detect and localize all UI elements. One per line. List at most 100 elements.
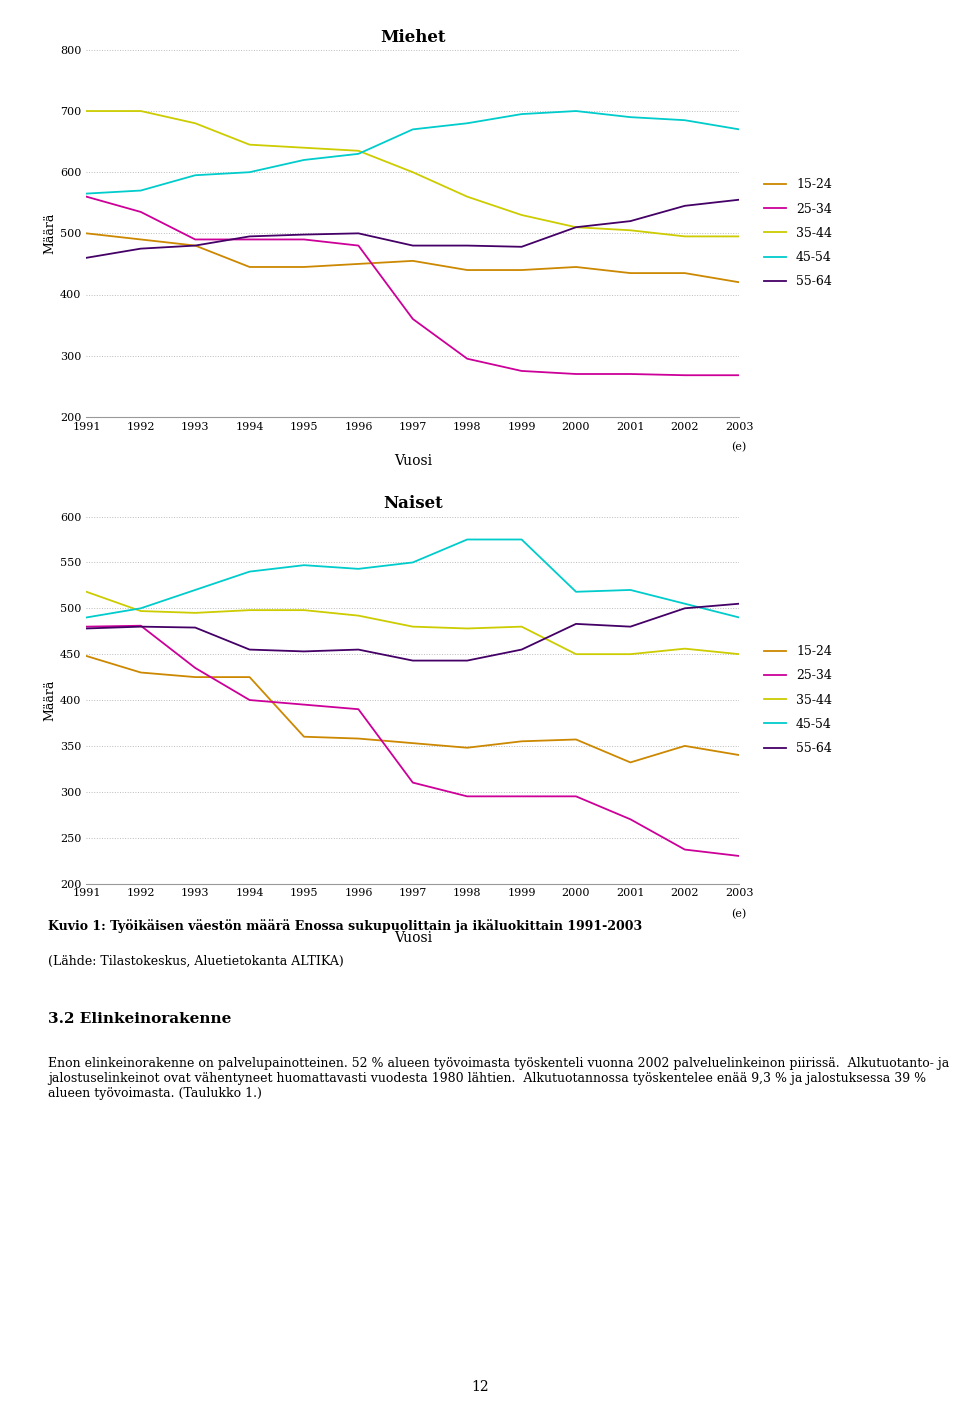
35-44 (462, 620, 473, 637)
55-64 (81, 620, 92, 637)
Text: (e): (e) (732, 909, 747, 919)
55-64 (679, 197, 690, 214)
15-24 (679, 265, 690, 282)
Line: 35-44: 35-44 (86, 591, 739, 654)
Legend: 15-24, 25-34, 35-44, 45-54, 55-64: 15-24, 25-34, 35-44, 45-54, 55-64 (758, 174, 837, 294)
35-44 (625, 646, 636, 663)
35-44 (516, 618, 527, 636)
15-24 (407, 735, 419, 752)
25-34 (407, 311, 419, 328)
55-64 (407, 653, 419, 670)
15-24 (299, 258, 310, 275)
15-24 (135, 664, 147, 681)
15-24 (81, 225, 92, 242)
25-34 (189, 231, 201, 248)
Title: Naiset: Naiset (383, 496, 443, 512)
35-44 (81, 583, 92, 600)
55-64 (679, 600, 690, 617)
35-44 (244, 601, 255, 618)
55-64 (516, 238, 527, 255)
35-44 (625, 222, 636, 239)
55-64 (189, 237, 201, 254)
Text: Vuosi: Vuosi (394, 931, 432, 945)
15-24 (244, 668, 255, 685)
55-64 (352, 225, 364, 242)
45-54 (244, 563, 255, 580)
25-34 (189, 660, 201, 677)
45-54 (352, 145, 364, 162)
35-44 (352, 142, 364, 160)
25-34 (625, 365, 636, 382)
45-54 (135, 182, 147, 200)
25-34 (733, 366, 745, 383)
45-54 (244, 164, 255, 181)
15-24 (407, 252, 419, 269)
45-54 (516, 532, 527, 549)
25-34 (244, 691, 255, 708)
25-34 (679, 841, 690, 858)
25-34 (462, 351, 473, 368)
25-34 (516, 788, 527, 805)
Line: 55-64: 55-64 (86, 604, 739, 661)
15-24 (625, 265, 636, 282)
Text: (e): (e) (732, 442, 747, 452)
55-64 (407, 237, 419, 254)
25-34 (135, 617, 147, 634)
55-64 (570, 218, 582, 235)
15-24 (299, 728, 310, 745)
45-54 (135, 600, 147, 617)
45-54 (189, 167, 201, 184)
15-24 (462, 740, 473, 757)
25-34 (516, 362, 527, 379)
45-54 (352, 560, 364, 577)
45-54 (679, 596, 690, 613)
25-34 (570, 788, 582, 805)
15-24 (733, 747, 745, 764)
45-54 (570, 103, 582, 120)
Text: 3.2 Elinkeinorakenne: 3.2 Elinkeinorakenne (48, 1012, 231, 1026)
25-34 (462, 788, 473, 805)
25-34 (733, 848, 745, 865)
35-44 (516, 207, 527, 224)
45-54 (733, 121, 745, 138)
25-34 (352, 237, 364, 254)
55-64 (135, 239, 147, 256)
35-44 (135, 603, 147, 620)
25-34 (135, 204, 147, 221)
25-34 (570, 365, 582, 382)
15-24 (189, 237, 201, 254)
25-34 (679, 366, 690, 383)
45-54 (189, 581, 201, 598)
Line: 15-24: 15-24 (86, 234, 739, 282)
Line: 25-34: 25-34 (86, 197, 739, 375)
15-24 (135, 231, 147, 248)
Line: 25-34: 25-34 (86, 626, 739, 856)
Y-axis label: Määrä: Määrä (43, 212, 56, 254)
Text: (Lähde: Tilastokeskus, Aluetietokanta ALTIKA): (Lähde: Tilastokeskus, Aluetietokanta AL… (48, 955, 344, 968)
35-44 (81, 103, 92, 120)
45-54 (299, 557, 310, 574)
35-44 (244, 137, 255, 154)
Title: Miehet: Miehet (380, 28, 445, 46)
55-64 (462, 653, 473, 670)
45-54 (679, 111, 690, 128)
45-54 (299, 151, 310, 168)
15-24 (625, 754, 636, 771)
35-44 (462, 188, 473, 205)
45-54 (81, 608, 92, 626)
45-54 (625, 581, 636, 598)
15-24 (679, 737, 690, 754)
45-54 (516, 105, 527, 123)
15-24 (81, 647, 92, 664)
15-24 (516, 732, 527, 750)
55-64 (462, 237, 473, 254)
15-24 (570, 258, 582, 275)
55-64 (244, 228, 255, 245)
55-64 (299, 643, 310, 660)
45-54 (407, 121, 419, 138)
35-44 (189, 115, 201, 133)
Text: Enon elinkeinorakenne on palvelupainotteinen. 52 % alueen työvoimasta työskentel: Enon elinkeinorakenne on palvelupainotte… (48, 1057, 949, 1100)
55-64 (733, 191, 745, 208)
45-54 (625, 108, 636, 125)
55-64 (189, 618, 201, 636)
